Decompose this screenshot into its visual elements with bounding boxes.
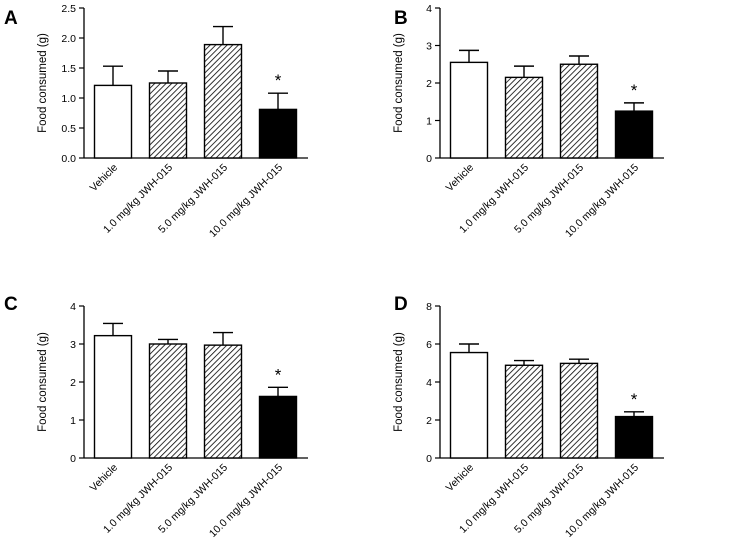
- y-axis-label: Food consumed (g): [37, 332, 49, 432]
- x-category-label: Vehicle: [88, 462, 121, 495]
- y-tick-label: 3: [426, 41, 432, 53]
- bar: [559, 63, 599, 159]
- bar: [93, 84, 133, 159]
- bar: [203, 43, 243, 159]
- y-tick-label: 0: [426, 153, 432, 165]
- y-tick-label: 0: [426, 453, 432, 465]
- significance-marker: *: [631, 81, 638, 100]
- significance-marker: *: [275, 71, 282, 90]
- y-tick-label: 2: [70, 377, 76, 389]
- y-tick-label: 2: [426, 415, 432, 427]
- significance-marker: *: [631, 390, 638, 409]
- bar: [258, 108, 298, 159]
- bar: [614, 415, 654, 459]
- y-tick-label: 0: [70, 453, 76, 465]
- bar: [449, 351, 489, 459]
- y-axis-label: Food consumed (g): [37, 33, 49, 133]
- y-tick-label: 1: [426, 116, 432, 128]
- bar: [148, 343, 188, 459]
- y-axis-label: Food consumed (g): [393, 33, 405, 133]
- bar: [148, 82, 188, 159]
- panel-label: B: [394, 8, 408, 29]
- panel-label: D: [394, 294, 408, 315]
- y-tick-label: 2: [426, 78, 432, 90]
- x-category-label: Vehicle: [88, 162, 121, 195]
- bar: [203, 344, 243, 459]
- panel-label: C: [4, 294, 18, 315]
- y-tick-label: 8: [426, 301, 432, 313]
- bar: [504, 76, 544, 159]
- x-category-label: Vehicle: [444, 162, 477, 195]
- chart-panel-a: A 0.0 0.5 1.0 1.5 2.0 2.5 Food consumed (g) Vehi…: [4, 3, 308, 240]
- y-tick-label: 4: [70, 301, 76, 313]
- y-tick-label: 2.5: [61, 3, 76, 15]
- x-category-label: Vehicle: [444, 462, 477, 495]
- bar: [504, 364, 544, 459]
- panel-label: A: [4, 8, 18, 29]
- bar: [93, 334, 133, 459]
- y-tick-label: 1: [70, 415, 76, 427]
- y-tick-label: 1.5: [61, 63, 76, 75]
- y-tick-label: 6: [426, 339, 432, 351]
- y-tick-label: 1.0: [61, 93, 76, 105]
- bar: [449, 61, 489, 159]
- bar: [559, 362, 599, 459]
- y-axis-label: Food consumed (g): [393, 332, 405, 432]
- bar: [258, 395, 298, 459]
- y-tick-label: 0.0: [61, 153, 76, 165]
- bar: [614, 110, 654, 159]
- y-tick-label: 3: [70, 339, 76, 351]
- y-tick-label: 4: [426, 377, 432, 389]
- y-tick-label: 0.5: [61, 123, 76, 135]
- y-tick-label: 4: [426, 3, 432, 15]
- significance-marker: *: [275, 365, 282, 384]
- y-tick-label: 2.0: [61, 33, 76, 45]
